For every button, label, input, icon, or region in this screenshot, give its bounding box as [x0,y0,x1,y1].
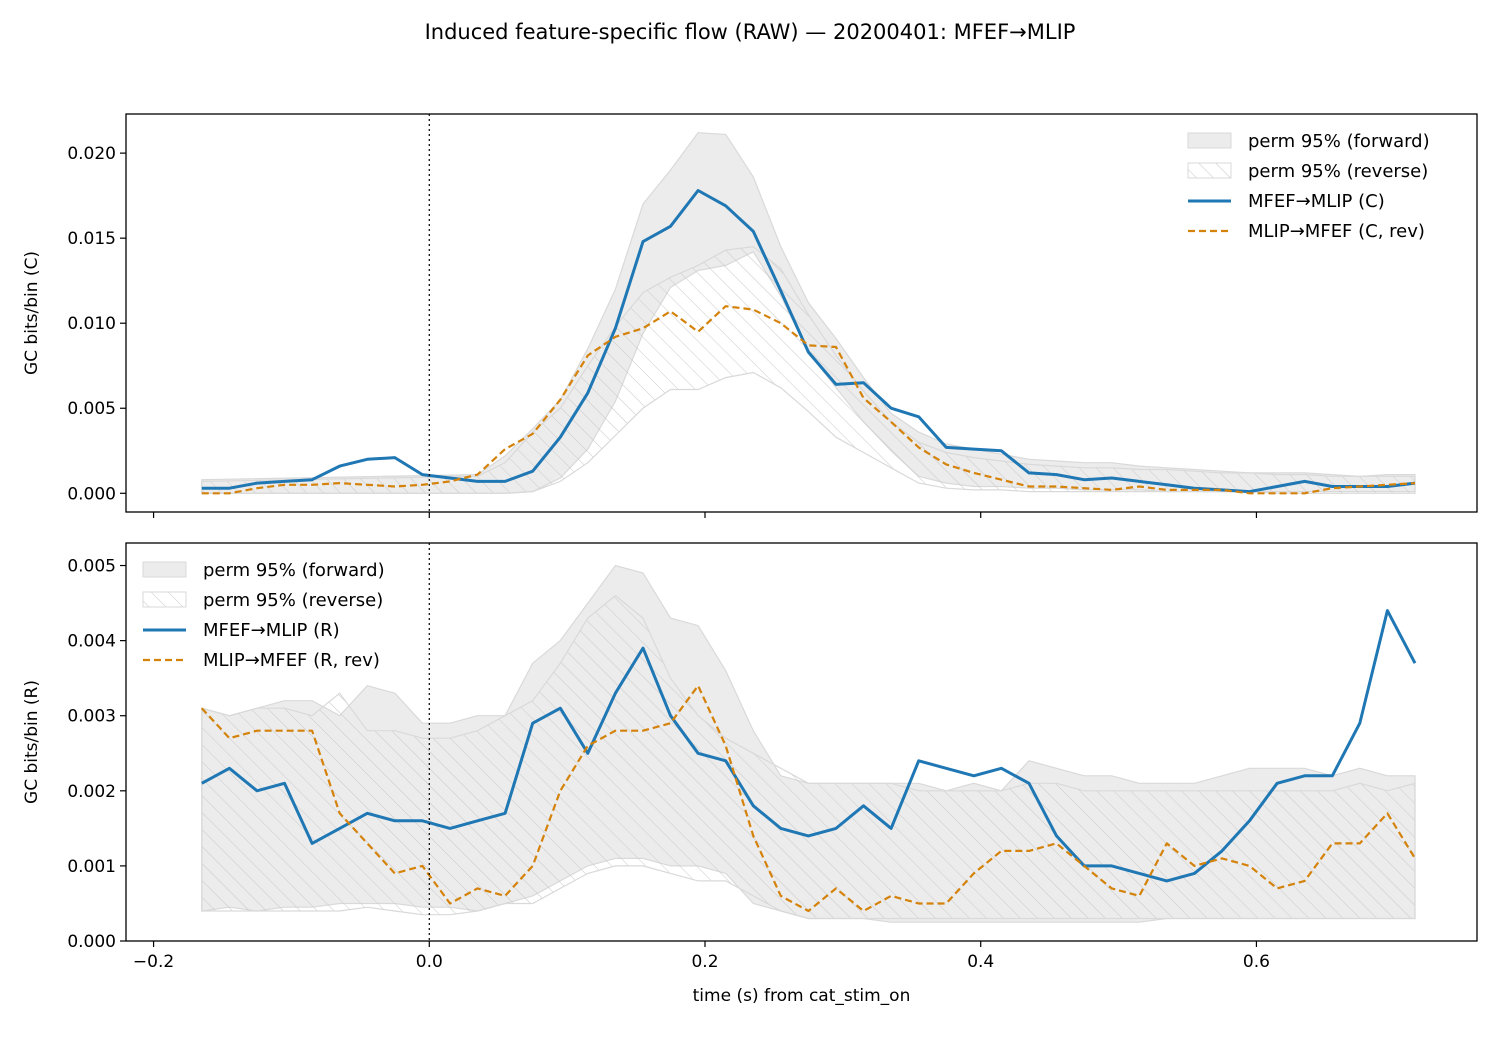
x-tick-label: 0.4 [967,952,994,972]
y-tick-label: 0.005 [67,557,116,577]
plot-area [201,132,1416,495]
y-tick-label: 0.005 [67,399,116,419]
axes-frame [125,113,1478,513]
legend-swatch-forward-band [1187,132,1232,149]
y-tick-label: 0.002 [67,782,116,802]
axes-frame [125,542,1478,942]
x-tick-label: 0.2 [691,952,718,972]
y-tick-label: 0.000 [67,484,116,504]
y-tick-label: 0.003 [67,707,116,727]
y-axis-label: GC bits/bin (R) [22,680,42,804]
series-line-forward [201,189,1416,494]
x-tick-label: −0.2 [133,952,174,972]
legend-label: MFEF→MLIP (C) [1248,191,1385,212]
legend-label: perm 95% (forward) [203,560,385,581]
bottom-panel: −0.2 0.0 0.2 0.4 0.6 0.000 0.001 0.002 0.003 0.00… [22,542,1478,1006]
legend-label: perm 95% (reverse) [203,590,383,611]
legend-swatch-reverse-band [142,591,187,608]
legend-label: MFEF→MLIP (R) [203,620,340,641]
y-tick-label: 0.015 [67,229,116,249]
y-axis-label: GC bits/bin (C) [22,251,42,375]
legend-swatch-forward-band [142,561,187,578]
x-tick-label: 0.0 [416,952,443,972]
y-tick-label: 0.020 [67,144,116,164]
legend-swatch-reverse-band [1187,162,1232,179]
figure-title: Induced feature-specific flow (RAW) — 20… [425,20,1076,44]
legend: perm 95% (forward) perm 95% (reverse) MFEF… [1187,131,1430,242]
y-tick-label: 0.010 [67,314,116,334]
y-tick-label: 0.004 [67,632,116,652]
legend-label: perm 95% (forward) [1248,131,1430,152]
plot-area [200,564,1417,923]
perm-band-reverse [201,246,1416,494]
y-tick-label: 0.000 [67,932,116,952]
perm-band-forward [201,132,1416,494]
series-line-forward [201,609,1417,883]
y-tick-label: 0.001 [67,857,116,877]
x-tick-label: 0.6 [1243,952,1270,972]
x-axis-label: time (s) from cat_stim_on [693,986,911,1006]
legend-label: perm 95% (reverse) [1248,161,1428,182]
series-line-reverse [201,305,1416,495]
legend-label: MLIP→MFEF (C, rev) [1248,221,1425,242]
perm-band-reverse [201,594,1416,920]
series-line-reverse [200,684,1416,913]
top-panel: 0.000 0.005 0.010 0.015 0.020 GC bits/bin (C)… [22,113,1478,518]
legend: perm 95% (forward) perm 95% (reverse) MFEF… [142,560,385,671]
legend-label: MLIP→MFEF (R, rev) [203,650,380,671]
